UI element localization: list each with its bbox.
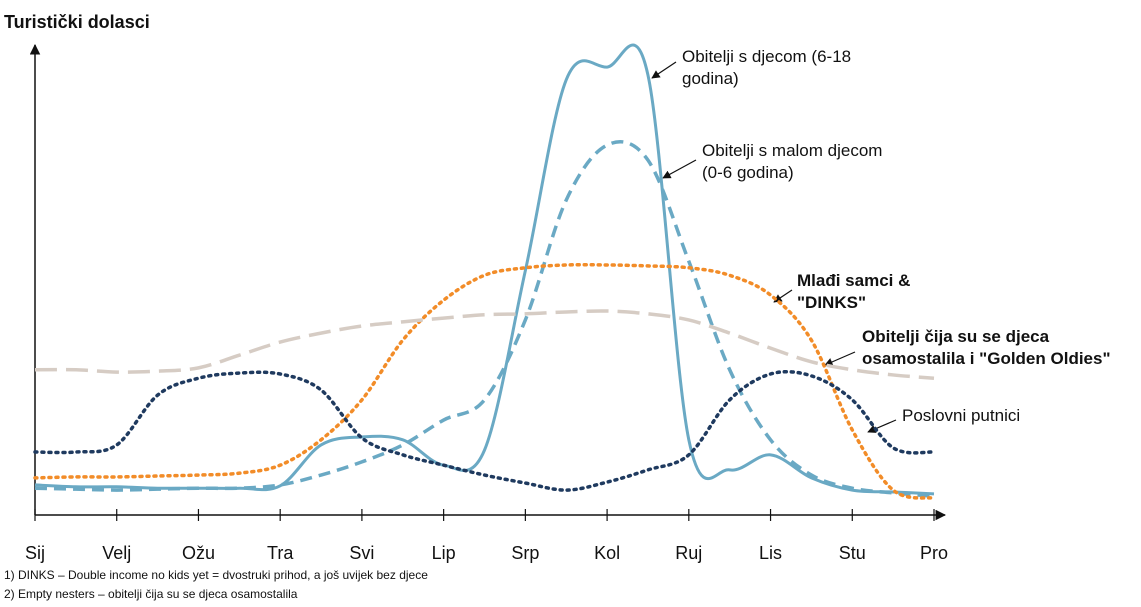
- series-line: [34, 43, 935, 496]
- label-families-older: Obitelji s djecom (6-18 godina): [682, 47, 852, 88]
- series-line: [34, 140, 935, 498]
- arrow: [662, 159, 697, 179]
- label-business: Poslovni putnici: [902, 406, 1021, 425]
- series-line: [33, 262, 936, 500]
- x-tick-label: Tra: [267, 543, 294, 563]
- x-tick-label: Kol: [594, 543, 620, 563]
- x-tick-label: Pro: [920, 543, 948, 563]
- footnote: 2) Empty nesters – obitelji čija su se d…: [4, 587, 298, 601]
- arrow: [773, 289, 793, 303]
- annotation-arrows: [651, 61, 897, 433]
- label-families-small: Obitelji s malom djecom (0-6 godina): [702, 141, 883, 182]
- label-golden: Obitelji čija su se djeca osamostalila i…: [862, 327, 1111, 368]
- arrow: [867, 419, 897, 433]
- x-tick-label: Sij: [25, 543, 45, 563]
- x-tick-label: Lip: [432, 543, 456, 563]
- arrow: [651, 61, 677, 79]
- label-singles: Mlađi samci & "DINKS": [797, 271, 911, 312]
- x-tick-label: Velj: [102, 543, 131, 563]
- chart-title: Turistički dolasci: [4, 12, 150, 32]
- x-tick-label: Ožu: [182, 543, 215, 563]
- x-tick-label: Srp: [511, 543, 539, 563]
- series-line: [34, 309, 935, 380]
- series-line: [33, 369, 936, 492]
- x-tick-label: Svi: [349, 543, 374, 563]
- x-tick-label: Ruj: [675, 543, 702, 563]
- x-tick-label: Lis: [759, 543, 782, 563]
- arrow: [824, 351, 856, 366]
- x-tick-label: Stu: [839, 543, 866, 563]
- footnote: 1) DINKS – Double income no kids yet = d…: [4, 568, 428, 582]
